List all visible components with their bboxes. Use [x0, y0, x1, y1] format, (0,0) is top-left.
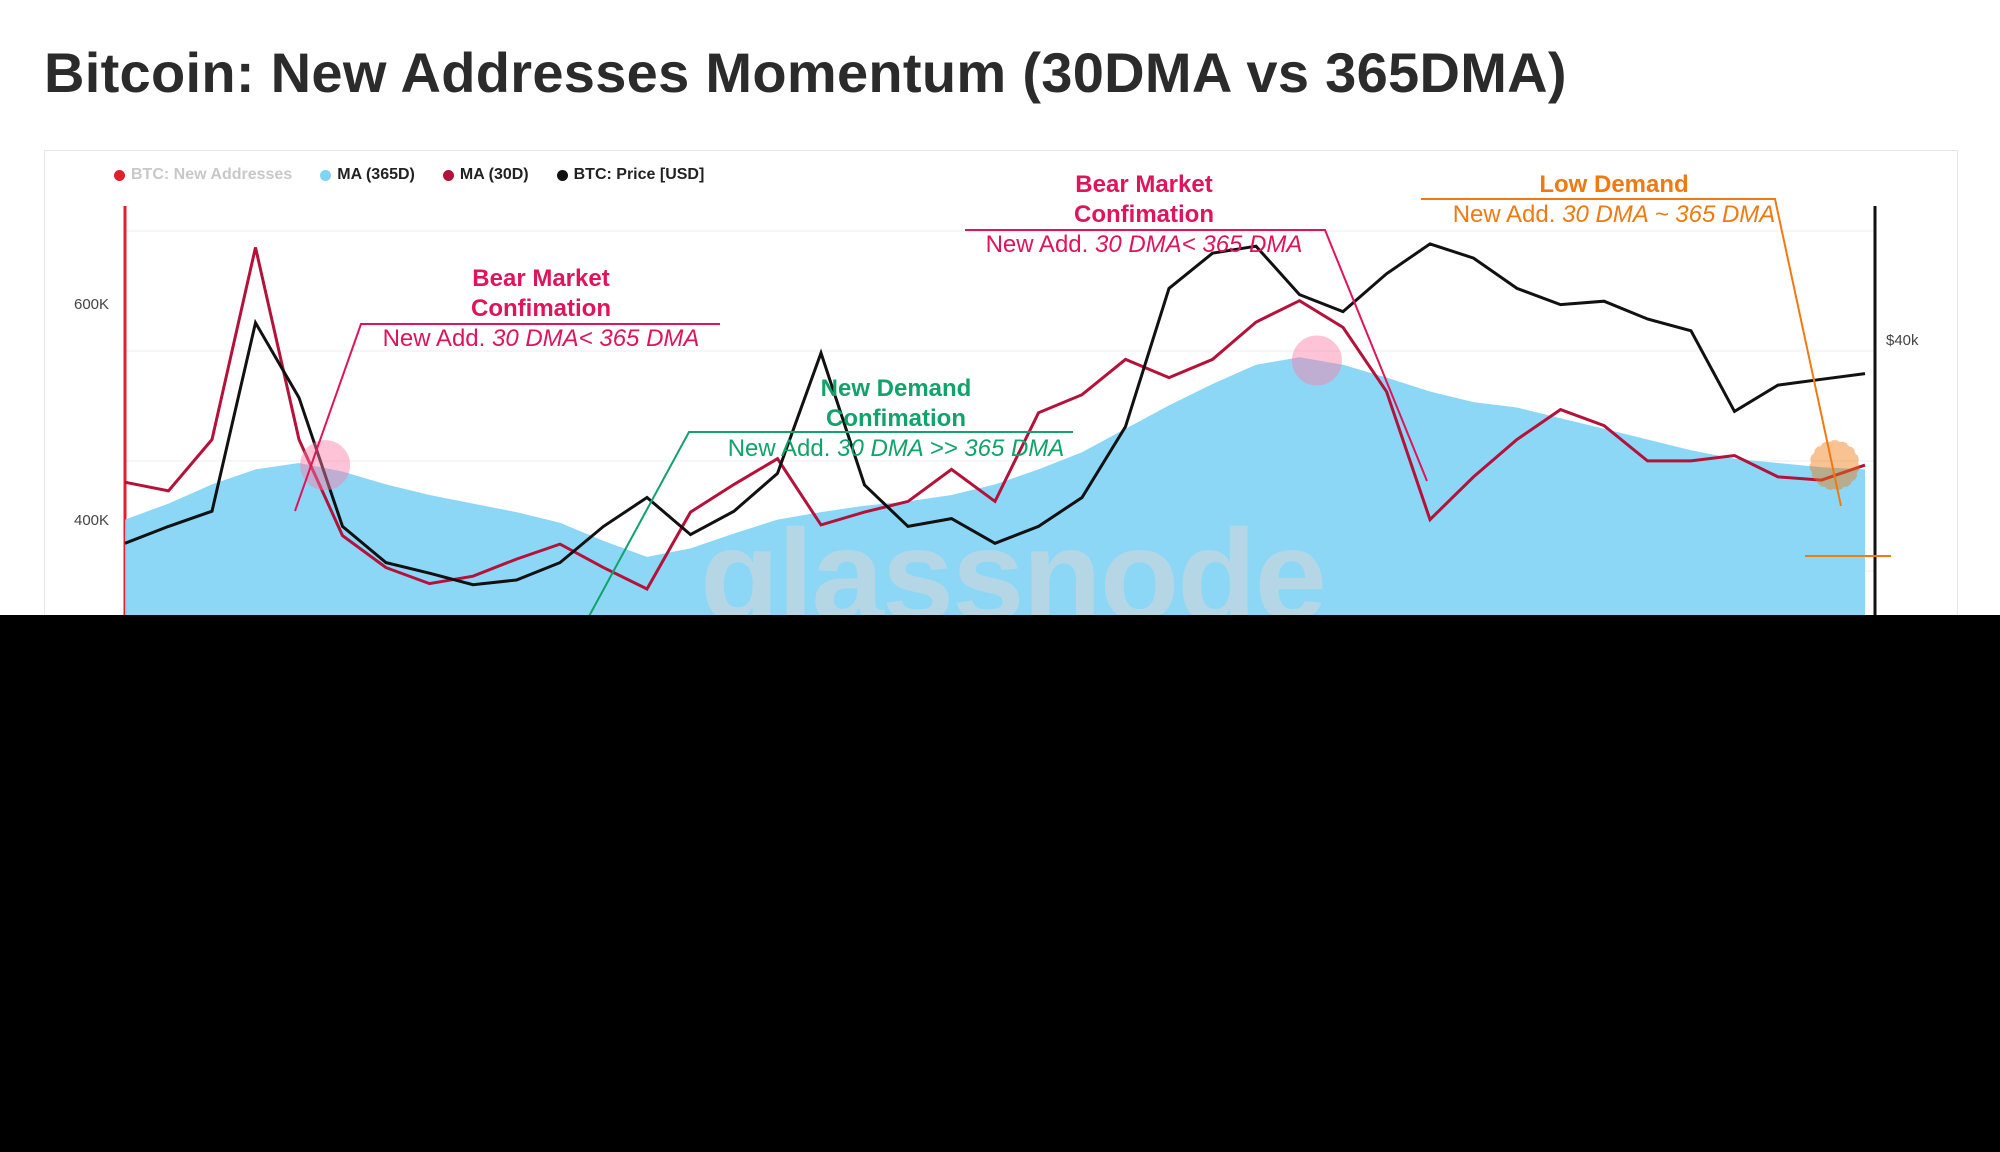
connector-bear2: [965, 229, 1428, 482]
legend-item[interactable]: MA (30D): [442, 166, 529, 184]
page-title: Bitcoin: New Addresses Momentum (30DMA v…: [44, 41, 1567, 104]
ma30-line: [124, 247, 1866, 591]
annotation-bear-market-1: Bear Market Confimation New Add. 30 DMA<…: [360, 264, 722, 354]
annotation-subtitle: New Add. 30 DMA ~ 365 DMA: [1452, 201, 1776, 228]
legend-item[interactable]: BTC: New Addresses: [114, 166, 292, 184]
annotation-heading: Bear Market: [1075, 171, 1213, 198]
legend-label: MA (365D): [337, 166, 415, 183]
annotation-subtitle: New Add. 30 DMA< 365 DMA: [382, 325, 700, 352]
annotation-heading: Confimation: [1074, 201, 1214, 228]
annotation-new-demand: New Demand Confimation New Add. 30 DMA >…: [700, 374, 1092, 464]
redacted-area: [0, 615, 2000, 1152]
y-tick-label: 400K: [74, 512, 110, 529]
legend-label: BTC: New Addresses: [131, 166, 293, 183]
annotation-heading: Low Demand: [1539, 171, 1689, 198]
y-right-tick-label: $40k: [1886, 332, 1919, 349]
marker-bear1: [300, 440, 351, 491]
connector-bear1: [294, 323, 720, 512]
legend-item[interactable]: BTC: Price [USD]: [556, 166, 705, 184]
legend-dot: [320, 169, 332, 181]
annotation-heading: Confimation: [471, 295, 611, 322]
annotation-low-demand: Low Demand New Add. 30 DMA ~ 365 DMA: [1412, 170, 1816, 230]
legend-item[interactable]: MA (365D): [320, 166, 415, 184]
connector-demand: [580, 431, 1073, 631]
legend-label: BTC: Price [USD]: [573, 166, 705, 183]
annotation-heading: New Demand: [820, 375, 972, 402]
annotation-bear-market-2: Bear Market Confimation New Add. 30 DMA<…: [958, 170, 1330, 260]
legend-label: MA (30D): [459, 166, 529, 183]
annotation-heading: Bear Market: [472, 265, 610, 292]
annotation-subtitle: New Add. 30 DMA >> 365 DMA: [727, 435, 1065, 462]
legend-dot: [114, 169, 125, 181]
annotation-heading: Confimation: [826, 405, 966, 432]
legend-dot: [556, 169, 568, 181]
legend-dot: [442, 169, 454, 181]
connector-low: [1421, 198, 1842, 507]
price-line: [124, 242, 1866, 587]
marker-low: [1809, 440, 1860, 491]
marker-bear2: [1291, 335, 1342, 386]
chart-panel: [44, 150, 1958, 631]
chart-svg: [123, 198, 1891, 631]
chart-legend: BTC: New Addresses MA (365D) MA (30D) BT…: [114, 166, 704, 184]
y-tick-label: 600K: [74, 296, 110, 313]
annotation-subtitle: New Add. 30 DMA< 365 DMA: [985, 231, 1303, 258]
